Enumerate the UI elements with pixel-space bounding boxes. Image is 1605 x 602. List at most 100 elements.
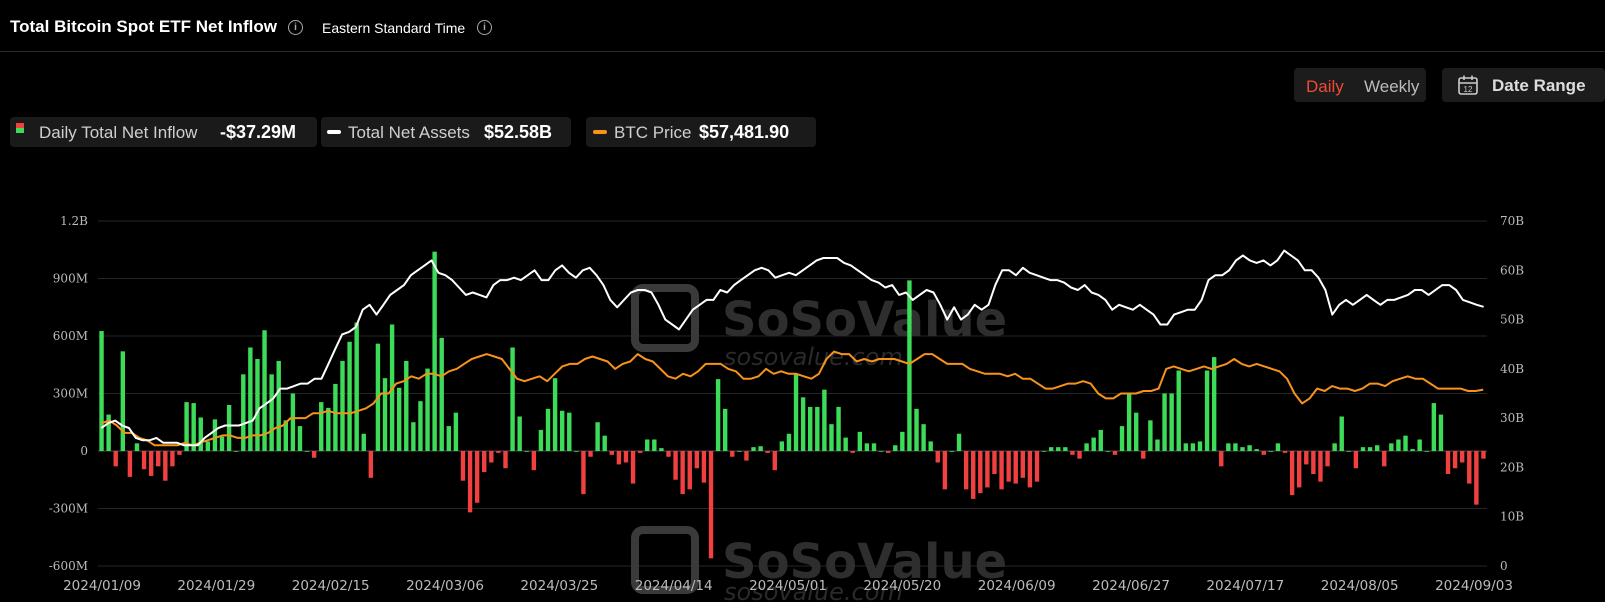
legend-inflow-label: Daily Total Net Inflow xyxy=(39,123,198,142)
inflow-bar xyxy=(1467,451,1472,484)
inflow-bar xyxy=(1112,451,1118,455)
x-tick-label: 2024/03/25 xyxy=(520,578,598,594)
inflow-bar xyxy=(319,402,324,451)
inflow-bar xyxy=(623,451,629,463)
inflow-bar xyxy=(1240,447,1245,451)
inflow-bar xyxy=(1424,451,1429,452)
chart-grid xyxy=(98,220,1487,567)
inflow-bar xyxy=(1169,393,1174,451)
inflow-bar xyxy=(1304,451,1309,465)
inflow-bar xyxy=(815,406,820,451)
inflow-bar xyxy=(170,451,175,467)
inflow-bar xyxy=(1275,443,1281,451)
inflow-bar xyxy=(531,451,537,471)
btc-price-line xyxy=(101,350,1484,447)
inflow-bar xyxy=(680,451,685,495)
inflow-bar xyxy=(1013,451,1018,484)
date-range-button[interactable]: 12 Date Range xyxy=(1442,68,1605,102)
y-left-tick-label: 900M xyxy=(53,272,88,286)
inflow-bar xyxy=(878,451,884,452)
inflow-bar xyxy=(687,451,692,490)
inflow-bar xyxy=(1452,451,1458,469)
y-right-tick-label: 20B xyxy=(1500,460,1524,474)
inflow-bar xyxy=(1445,451,1451,474)
legend-assets[interactable]: Total Net Assets $52.58B xyxy=(321,117,571,147)
y-left-tick-label: 600M xyxy=(53,329,88,343)
y-left-tick-label: 1.2B xyxy=(60,214,88,228)
inflow-bar xyxy=(460,451,466,481)
inflow-bar xyxy=(113,451,118,467)
inflow-bar xyxy=(1219,451,1224,467)
inflow-bar xyxy=(524,451,529,452)
legend-price[interactable]: BTC Price $57,481.90 xyxy=(586,117,816,147)
x-tick-label: 2024/01/09 xyxy=(63,578,141,594)
inflow-bar xyxy=(212,419,218,451)
inflow-bar xyxy=(659,448,664,451)
legend-inflow[interactable]: Daily Total Net Inflow -$37.29M xyxy=(10,117,317,147)
inflow-bar xyxy=(1105,451,1111,452)
inflow-bar xyxy=(496,451,501,453)
inflow-bar xyxy=(1084,443,1089,451)
inflow-bar xyxy=(1431,403,1437,451)
x-tick-label: 2024/06/27 xyxy=(1092,578,1170,594)
inflow-bar xyxy=(758,446,763,451)
inflow-bar xyxy=(715,379,721,451)
inflow-bar xyxy=(609,451,614,455)
legend-price-value: $57,481.90 xyxy=(699,122,790,142)
x-tick-label: 2024/05/01 xyxy=(749,578,827,594)
inflow-bar xyxy=(361,433,366,451)
inflow-bar xyxy=(1325,451,1330,467)
page-title: Total Bitcoin Spot ETF Net Inflow xyxy=(10,17,277,36)
x-tick-label: 2024/04/14 xyxy=(635,578,713,594)
inflow-bar xyxy=(1148,420,1153,451)
inflow-bar xyxy=(191,403,196,451)
inflow-bar xyxy=(1474,451,1479,505)
inflow-bar xyxy=(446,426,451,451)
inflow-bar xyxy=(836,406,841,451)
inflow-bar xyxy=(1367,447,1373,451)
inflow-bar xyxy=(241,374,246,451)
inflow-bar xyxy=(297,426,303,451)
total-net-assets-line xyxy=(100,249,1484,447)
inflow-bar xyxy=(645,439,650,451)
inflow-bar xyxy=(1346,451,1352,452)
watermark-bottom: SoSoValue sosovalue.com xyxy=(631,526,1007,602)
inflow-bar xyxy=(1190,443,1196,451)
inflow-bar xyxy=(822,389,827,451)
inflow-bar xyxy=(730,451,735,457)
title-info-icon[interactable]: i xyxy=(288,20,303,35)
inflow-bar xyxy=(595,422,600,451)
inflow-bar xyxy=(1261,451,1266,455)
inflow-bar xyxy=(248,347,253,451)
legend-inflow-positive-swatch xyxy=(16,128,24,133)
inflow-bar xyxy=(489,451,494,463)
inflow-bar xyxy=(857,431,863,451)
inflow-bar xyxy=(737,451,742,452)
inflow-bar xyxy=(205,441,211,451)
inflow-bar xyxy=(283,420,288,451)
weekly-button[interactable]: Weekly xyxy=(1364,77,1420,96)
inflow-bar xyxy=(744,451,749,461)
chart-axes: 1.2B 900M 600M 300M 0 -300M -600M 70B 60B 50B 40B 3… xyxy=(49,214,1525,594)
inflow-bar xyxy=(1041,451,1047,452)
inflow-bar xyxy=(1126,393,1132,451)
inflow-bar xyxy=(1332,443,1337,451)
inflow-bar xyxy=(425,368,430,451)
x-tick-label: 2024/07/17 xyxy=(1206,578,1284,594)
inflow-bar xyxy=(971,451,976,499)
daily-button[interactable]: Daily xyxy=(1306,77,1344,96)
inflow-bar xyxy=(808,406,813,451)
inflow-bar xyxy=(177,451,182,455)
inflow-bar xyxy=(148,451,154,476)
inflow-bar xyxy=(765,451,770,453)
watermark-site-2: sosovalue.com xyxy=(724,578,903,602)
inflow-bar xyxy=(1289,451,1295,496)
inflow-bar xyxy=(567,412,572,451)
inflow-bar xyxy=(907,280,912,451)
inflow-bar xyxy=(453,412,459,451)
x-tick-label: 2024/06/09 xyxy=(978,578,1056,594)
inflow-bar xyxy=(517,416,522,451)
timezone-info-icon[interactable]: i xyxy=(477,20,492,35)
timezone-label: Eastern Standard Time xyxy=(322,20,466,36)
inflow-bar xyxy=(311,451,317,458)
